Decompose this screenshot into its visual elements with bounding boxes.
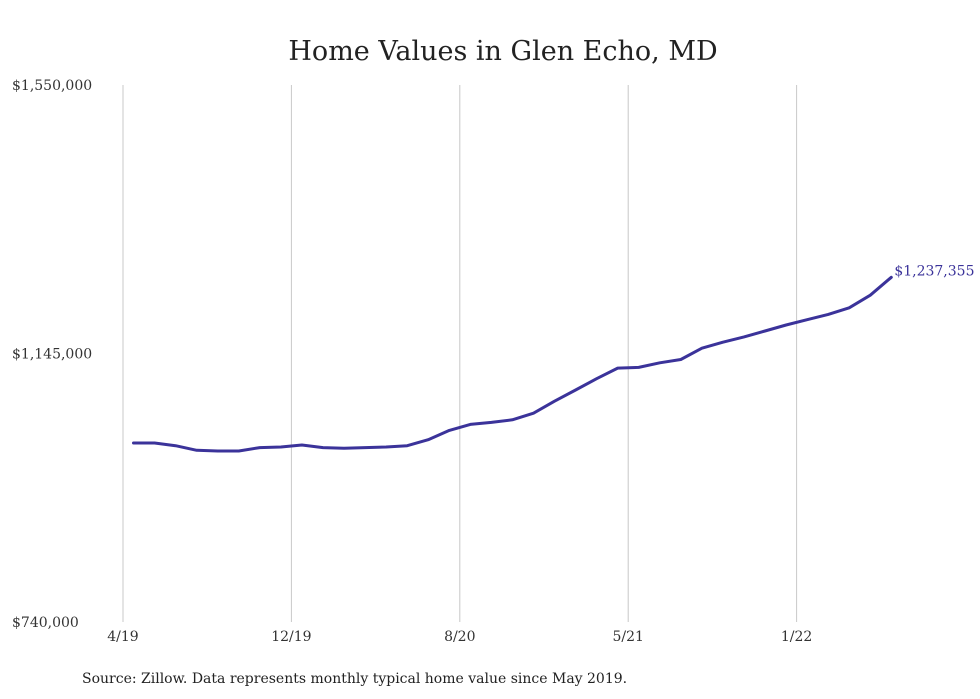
y-tick-label: $1,145,000 [12, 347, 92, 363]
x-tick-label: 12/19 [271, 629, 311, 645]
y-tick-label: $1,550,000 [12, 78, 92, 94]
x-tick-label: 5/21 [612, 629, 643, 645]
y-axis-ticks: $1,550,000 $1,145,000 $740,000 [12, 78, 92, 631]
x-tick-label: 8/20 [444, 629, 475, 645]
grid-lines [122, 85, 798, 622]
series-line-0 [132, 275, 893, 453]
series-layer [132, 275, 893, 453]
source-note: Source: Zillow. Data represents monthly … [82, 671, 627, 687]
x-tick-label: 4/19 [107, 629, 138, 645]
y-tick-label: $740,000 [12, 615, 79, 631]
chart-title: Home Values in Glen Echo, MD [288, 36, 717, 67]
x-axis-ticks: 4/19 12/19 8/20 5/21 1/22 [107, 629, 812, 645]
end-value-label: $1,237,355 [894, 263, 974, 279]
x-tick-label: 1/22 [781, 629, 812, 645]
